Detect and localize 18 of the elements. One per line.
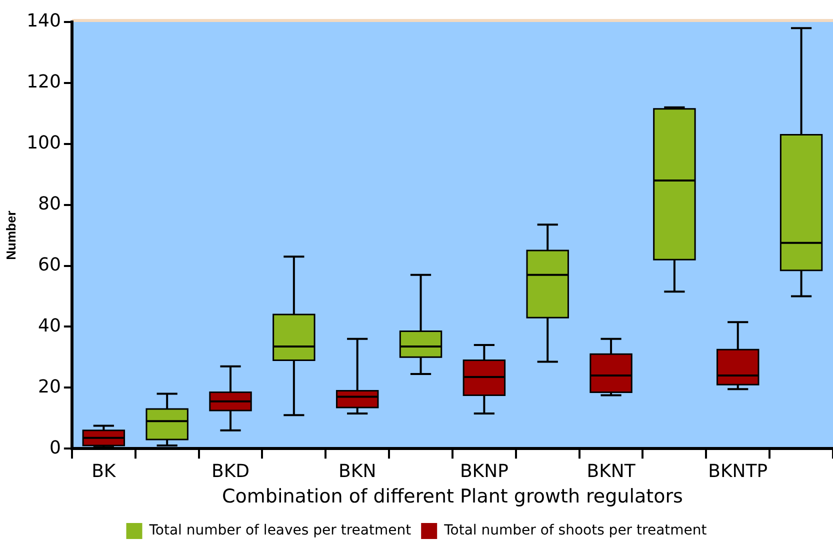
y-tick-label: 0 (50, 437, 61, 458)
x-tick-label: BKD (212, 461, 250, 482)
y-tick-label: 40 (38, 315, 61, 336)
y-tick-label: 60 (38, 254, 61, 276)
x-tick-label: BKNTP (708, 461, 768, 482)
x-tick-label: BKNP (460, 461, 509, 482)
x-tick-label: BK (92, 461, 117, 482)
x-tick-label: BKNT (586, 461, 636, 482)
y-axis-title: Number (3, 210, 18, 260)
y-tick-label: 20 (38, 376, 61, 398)
y-tick-label: 80 (38, 194, 61, 214)
y-tick-label: 100 (26, 132, 61, 154)
x-tick-label: BKN (338, 461, 376, 482)
y-tick-label: 120 (26, 72, 61, 93)
y-tick-label: 140 (26, 10, 61, 32)
legend-label: Total number of leaves per treatment (148, 522, 412, 539)
legend-label: Total number of shoots per treatment (443, 522, 708, 539)
x-axis-title: Combination of different Plant growth regulators (222, 486, 683, 508)
